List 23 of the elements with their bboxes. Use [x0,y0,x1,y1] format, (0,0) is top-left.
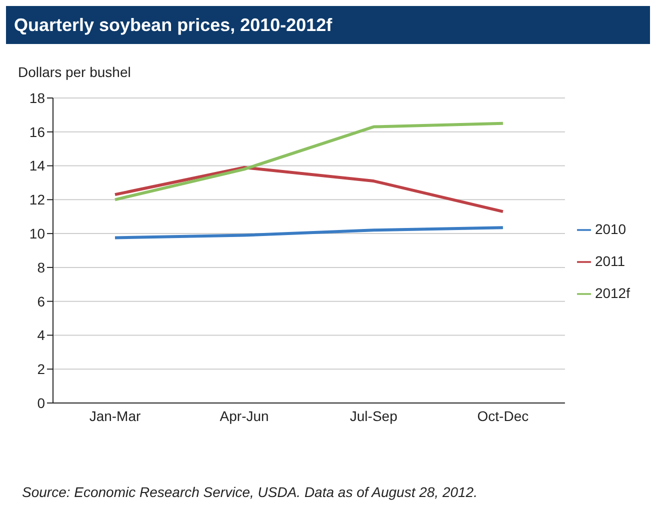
y-tick-label: 12 [29,192,46,208]
y-axis-title: Dollars per bushel [18,64,131,80]
line-series [114,226,504,240]
x-tick-label: Jan-Mar [89,408,142,424]
line-series [114,166,504,214]
y-tick-label: 4 [37,327,46,344]
y-tick-label: 2 [37,361,46,378]
chart-title: Quarterly soybean prices, 2010-2012f [6,6,650,44]
y-tick-label: 8 [37,259,46,276]
y-tick-label: 16 [29,124,46,140]
y-tick-label: 6 [37,293,46,310]
y-tick-label: 10 [29,226,46,242]
line-series [114,122,504,202]
x-tick-label: Jul-Sep [350,408,398,424]
x-tick-label: Oct-Dec [477,408,529,424]
legend-label: 2012f [594,284,630,300]
legend-label: 2011 [594,252,626,268]
y-tick-label: 14 [29,158,46,174]
y-tick-label: 18 [29,90,46,106]
legend-label: 2010 [594,220,626,236]
source-note: Source: Economic Research Service, USDA. Data as of August 28, 2012. [22,484,478,500]
x-tick-label: Apr-Jun [220,408,269,424]
y-tick-label: 0 [37,394,46,411]
